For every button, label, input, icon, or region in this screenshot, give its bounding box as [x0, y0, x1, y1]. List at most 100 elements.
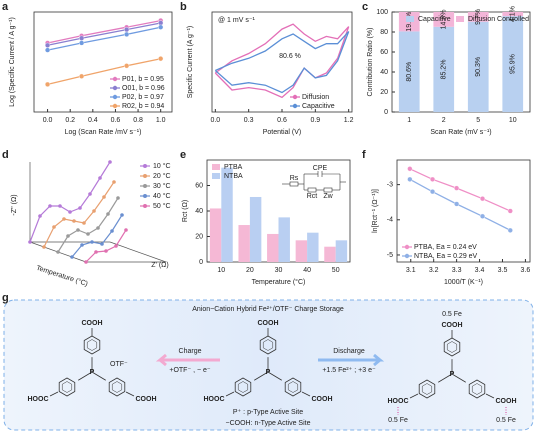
n-site-note: −COOH: n-Type Active Site — [225, 420, 310, 427]
data-point — [124, 228, 128, 232]
ring-inner — [86, 339, 98, 351]
x-tick-label: 10 — [509, 117, 517, 124]
ring-inner — [421, 383, 433, 395]
data-point — [86, 232, 90, 236]
data-point — [90, 240, 94, 244]
data-point — [124, 63, 130, 69]
circuit-label: Zw — [323, 193, 333, 200]
data-point — [66, 234, 70, 238]
data-point — [70, 255, 74, 259]
y-tick-label: 60 — [380, 49, 388, 56]
data-point — [110, 229, 114, 233]
data-point — [94, 250, 98, 254]
charge-arrow — [155, 353, 220, 367]
annotation: 80.6 % — [279, 53, 301, 60]
data-point — [80, 243, 84, 247]
circuit-resistor — [289, 181, 299, 187]
data-point — [454, 201, 460, 207]
bond — [451, 373, 466, 383]
bond — [409, 393, 419, 399]
legend-marker — [143, 204, 147, 208]
series-line — [47, 19, 161, 44]
bar — [267, 233, 279, 262]
data-point — [96, 226, 100, 230]
data-point — [44, 47, 51, 53]
x-tick-label: 1.0 — [156, 117, 166, 124]
legend-marker — [112, 94, 118, 100]
legend-label: PTBA, Ea = 0.24 eV — [414, 244, 477, 251]
data-point — [84, 260, 88, 264]
data-point — [507, 227, 513, 233]
discharge-label: Discharge — [333, 348, 365, 355]
discharge-arrow — [318, 353, 385, 367]
data-point — [92, 209, 96, 213]
y-axis-label: Log (Specific Current / A g⁻¹) — [9, 17, 16, 107]
group-cooh: COOH — [136, 396, 157, 403]
bond — [78, 371, 93, 381]
ring — [468, 379, 486, 399]
bar — [278, 217, 290, 262]
data-point — [28, 240, 32, 244]
ring — [284, 377, 302, 397]
group-hooc: HOOC — [28, 396, 49, 403]
ring — [83, 335, 101, 355]
y-tick-label: 0 — [199, 259, 203, 266]
bar-segment — [467, 12, 489, 22]
data-point — [454, 185, 460, 191]
bar — [324, 246, 336, 262]
bond — [438, 373, 453, 383]
panel-label: c — [362, 1, 368, 13]
series-line — [71, 214, 123, 258]
x-tick-label: 0.3 — [244, 117, 254, 124]
data-point — [82, 221, 86, 225]
group-hooc: HOOC — [204, 396, 225, 403]
data-point — [58, 204, 62, 208]
panel-label: a — [2, 1, 9, 13]
x-tick-label: 0.8 — [133, 117, 143, 124]
data-point — [100, 242, 104, 246]
bar-segment — [502, 16, 524, 113]
legend-marker — [143, 194, 147, 198]
series-line — [47, 58, 161, 86]
fe-label: 0.5 Fe — [442, 311, 462, 318]
legend-marker — [112, 76, 118, 82]
bar — [335, 240, 348, 262]
bond — [254, 371, 269, 381]
bar — [295, 240, 308, 262]
legend-label: NTBA — [224, 173, 243, 180]
legend-marker — [143, 184, 147, 188]
legend-label: Capacitive — [418, 16, 451, 23]
charge-reaction: +OTF⁻ , − e⁻ — [169, 367, 211, 374]
bar-segment — [433, 12, 455, 27]
data-point — [479, 196, 486, 202]
charge-label: Charge — [179, 348, 202, 355]
data-point — [76, 228, 80, 232]
ring — [234, 377, 252, 397]
bar-segment — [467, 21, 489, 113]
data-point — [106, 212, 110, 216]
y-axis-label: Rct (Ω) — [182, 200, 189, 222]
data-point — [407, 176, 413, 182]
legend-label: 10 °C — [153, 162, 171, 170]
ring-inner — [61, 381, 73, 393]
x-tick-label: 3.4 — [475, 267, 485, 274]
group-cooh: COOH — [442, 322, 463, 329]
x-axis-label: Scan Rate (mV s⁻¹) — [430, 129, 491, 136]
y-tick-label: -4 — [387, 217, 393, 224]
circuit-label: Rct — [307, 193, 318, 200]
legend-marker — [143, 174, 147, 178]
data-point — [112, 180, 116, 184]
legend-marker — [112, 103, 118, 109]
x-tick-label: 0.0 — [43, 117, 53, 124]
scheme-box — [3, 299, 534, 431]
circuit-label: CPE — [313, 165, 328, 172]
bond — [267, 371, 282, 381]
y-tick-label: 20 — [380, 89, 388, 96]
series-line — [214, 23, 350, 99]
legend-label: 30 °C — [153, 182, 171, 190]
data-point — [79, 73, 85, 79]
x-axis-label: Z' (Ω) — [151, 262, 168, 269]
data-point — [88, 192, 92, 196]
value-label: 90.3% — [475, 57, 482, 77]
bond — [49, 391, 59, 397]
